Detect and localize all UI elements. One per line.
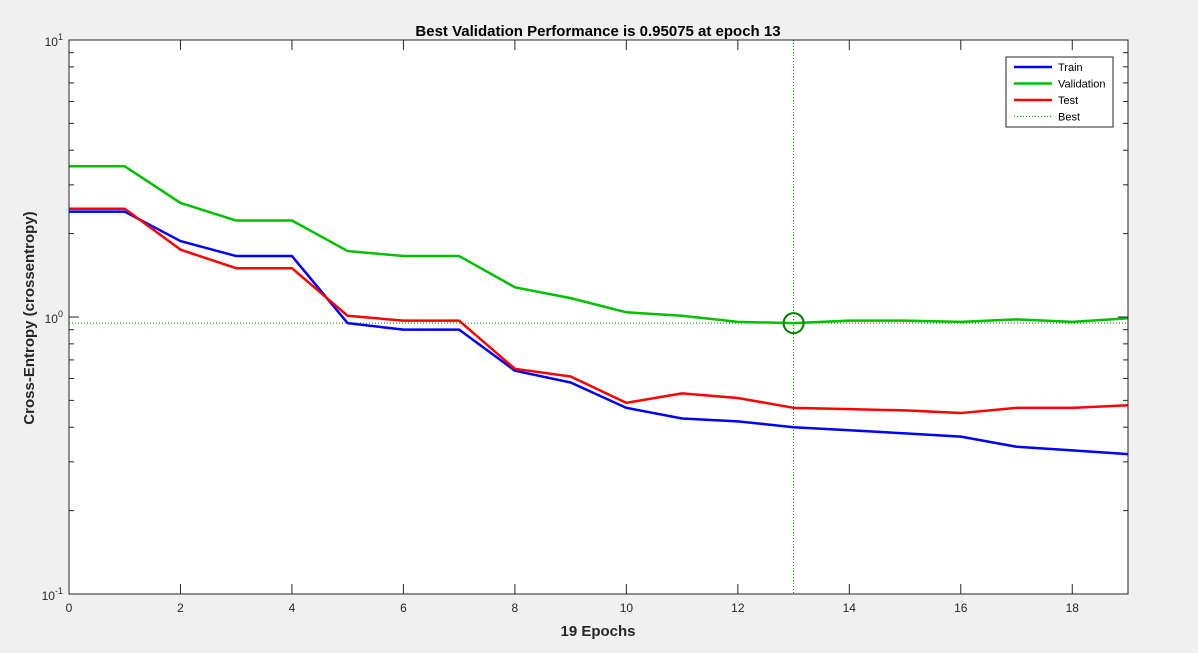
x-tick-label: 18 [1066,601,1080,615]
legend-label-validation: Validation [1058,79,1106,91]
x-tick-label: 14 [843,601,857,615]
x-axis-label: 19 Epochs [560,623,635,640]
series-line-train [69,210,1129,456]
x-tick-label: 0 [66,601,73,615]
legend-box [1005,56,1114,128]
legend-label-train: Train [1058,62,1083,74]
x-tick-label: 2 [177,601,184,615]
legend-label-best: Best [1058,112,1080,124]
x-tick-label: 16 [954,601,968,615]
legend-label-test: Test [1058,95,1078,107]
x-tick-label: 6 [400,601,407,615]
best-point-marker [782,312,805,335]
chart-title: Best Validation Performance is 0.95075 a… [415,23,780,40]
y-tick-label: 100 [45,309,63,326]
x-tick-label: 12 [731,601,745,615]
y-tick-label: 101 [45,32,63,49]
series-line-test [69,207,1129,415]
y-tick-label: 10-1 [42,586,63,603]
x-tick-label: 8 [512,601,519,615]
x-tick-label: 10 [620,601,634,615]
plot-area [69,40,1129,594]
x-tick-label: 4 [289,601,296,615]
series-line-validation [69,165,1129,325]
axes: 0 2 4 6 8 10 12 14 16 18 10-1 100 101 [42,32,1129,615]
y-axis-label: Cross-Entropy (crossentropy) [21,211,38,424]
axes-background [69,40,1128,594]
legend: Train Validation Test Best [1005,56,1114,128]
